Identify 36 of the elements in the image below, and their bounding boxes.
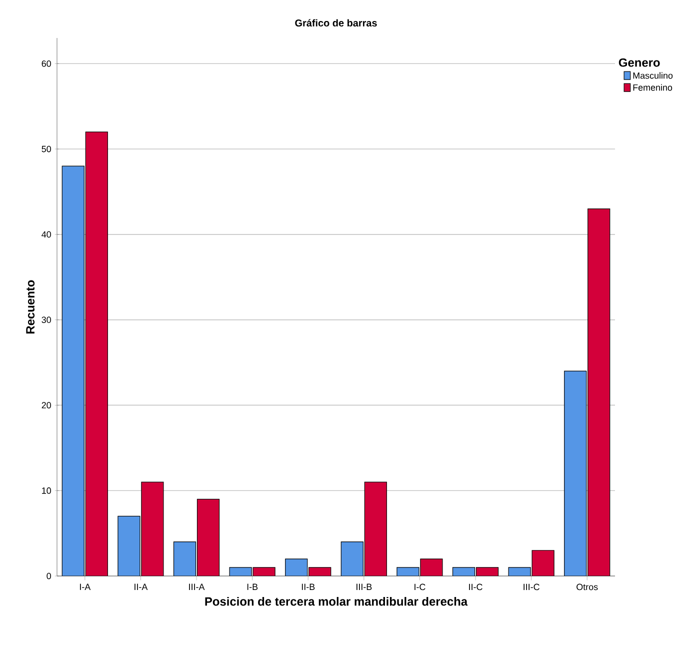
y-tick-label: 10 bbox=[42, 487, 52, 494]
y-tick-label: 30 bbox=[42, 316, 52, 323]
chart-title: Gráfico de barras bbox=[295, 19, 377, 27]
bar bbox=[118, 516, 140, 576]
bar bbox=[141, 482, 164, 576]
bar bbox=[420, 558, 443, 576]
bar bbox=[532, 550, 554, 576]
bar bbox=[285, 558, 308, 576]
x-tick-label: II-C bbox=[469, 584, 482, 590]
y-tick-label: 40 bbox=[42, 231, 52, 238]
bar bbox=[340, 542, 364, 576]
y-tick-label: 0 bbox=[46, 572, 52, 580]
x-tick-label: Otros bbox=[576, 584, 598, 590]
x-tick-label: III-B bbox=[356, 584, 372, 590]
bar bbox=[588, 208, 610, 576]
y-tick-label: 50 bbox=[42, 146, 52, 152]
x-tick-label: I-A bbox=[80, 584, 91, 590]
bar bbox=[564, 370, 587, 576]
legend-label: Femenino bbox=[633, 84, 672, 91]
bar bbox=[196, 498, 220, 576]
x-tick-label: I-B bbox=[247, 584, 258, 590]
x-tick-label: III-C bbox=[524, 584, 540, 590]
x-tick-label: II-B bbox=[302, 584, 315, 590]
y-tick-label: 60 bbox=[42, 60, 52, 67]
y-tick-label: 20 bbox=[42, 402, 52, 408]
legend-label: Masculino bbox=[633, 72, 673, 79]
bar bbox=[62, 166, 84, 576]
x-tick-label: I-C bbox=[414, 584, 426, 590]
x-tick-label: III-A bbox=[189, 584, 205, 590]
bar bbox=[364, 482, 387, 576]
x-axis-title: Posicion de tercera molar mandibular derecha bbox=[205, 596, 468, 606]
bar bbox=[173, 542, 196, 576]
legend-title: Genero bbox=[618, 58, 660, 67]
bar bbox=[85, 132, 108, 576]
y-axis-title: Recuento bbox=[26, 280, 35, 334]
x-tick-label: II-A bbox=[134, 584, 148, 590]
